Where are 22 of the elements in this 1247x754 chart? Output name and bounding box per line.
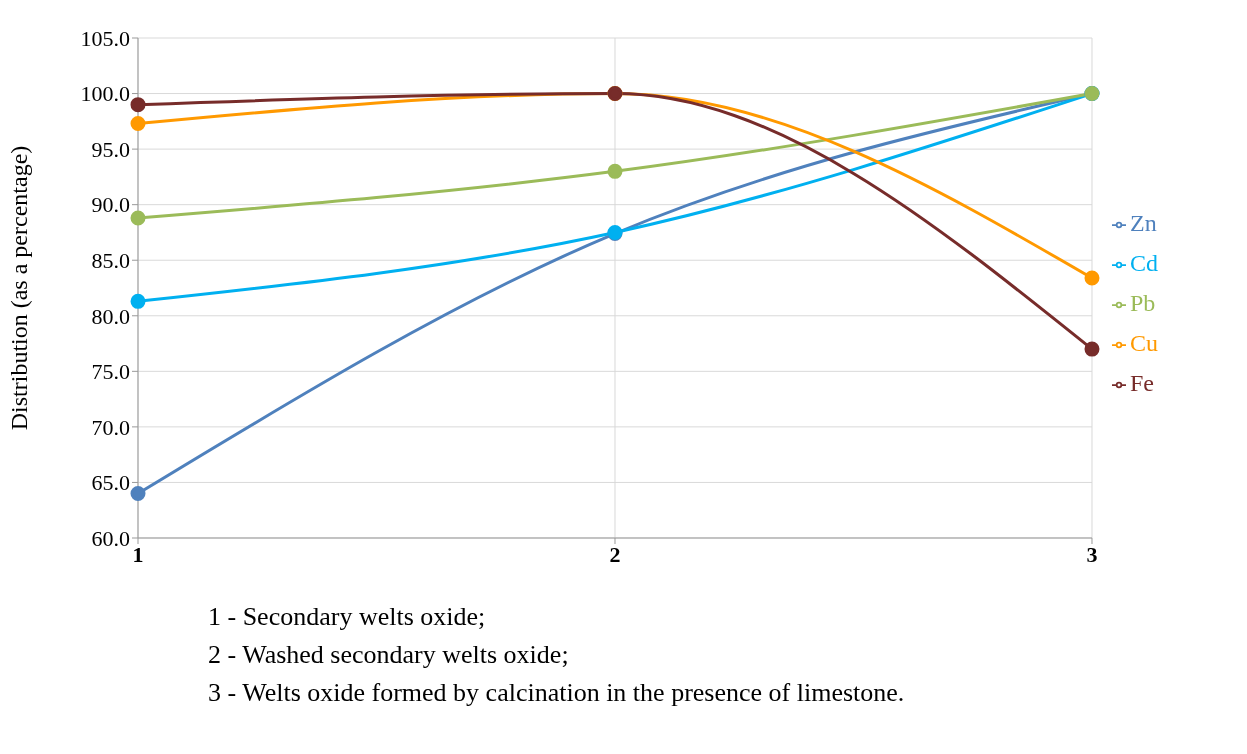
text: 2 - Washed secondary welts oxide; [208,639,570,671]
y-tick-label: 80.0 [91,303,130,329]
y-tick-label: 75.0 [91,359,130,385]
y-tick-label: 70.0 [91,414,130,440]
legend-label: Cd [1129,250,1158,276]
y-axis-title: Distribution (as a percentage) [5,145,32,431]
x-tick-label: 3 [1086,541,1098,567]
y-tick-label: 100.0 [80,81,130,107]
legend-label: Zn [1129,210,1157,236]
y-tick-label: 60.0 [91,525,130,551]
y-tick-label: 65.0 [91,470,130,496]
legend-label: Cu [1129,330,1158,356]
legend-label: Fe [1129,370,1154,396]
y-tick-label: 95.0 [91,136,130,162]
text: 3 - Welts oxide formed by calcination in the presence of limestone. [208,677,906,709]
y-tick-label: 90.0 [91,192,130,218]
x-tick-label: 1 [132,541,144,567]
x-tick-label: 2 [609,541,621,567]
text: 1 - Secondary welts oxide; [208,601,487,633]
legend-label: Pb [1129,290,1156,316]
y-tick-label: 85.0 [91,248,130,274]
y-tick-label: 105.0 [80,25,130,51]
